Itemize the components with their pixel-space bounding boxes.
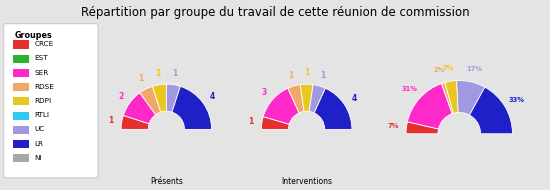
Text: 1: 1 xyxy=(108,116,113,125)
Wedge shape xyxy=(288,85,304,113)
Text: 1: 1 xyxy=(138,74,144,83)
Text: 31%: 31% xyxy=(402,86,417,93)
Text: Présents: Présents xyxy=(150,177,183,186)
Text: 1: 1 xyxy=(320,71,325,80)
Text: 1: 1 xyxy=(248,117,253,126)
FancyBboxPatch shape xyxy=(13,97,29,105)
Text: LR: LR xyxy=(35,141,43,147)
Text: 7%: 7% xyxy=(387,123,399,129)
Text: Interventions: Interventions xyxy=(281,177,332,186)
Text: EST: EST xyxy=(35,55,48,61)
Wedge shape xyxy=(263,88,299,124)
Text: 1: 1 xyxy=(155,69,160,78)
Text: UC: UC xyxy=(35,127,45,132)
Wedge shape xyxy=(300,84,313,112)
FancyBboxPatch shape xyxy=(13,69,29,77)
Text: SER: SER xyxy=(35,70,49,76)
Text: 7%: 7% xyxy=(443,65,454,71)
Wedge shape xyxy=(442,82,453,114)
Text: 1: 1 xyxy=(173,69,178,78)
FancyBboxPatch shape xyxy=(13,55,29,63)
Text: CRCE: CRCE xyxy=(35,41,54,47)
Wedge shape xyxy=(408,84,452,129)
Text: 4: 4 xyxy=(210,92,215,101)
Text: 17%: 17% xyxy=(466,66,482,72)
Wedge shape xyxy=(470,87,513,134)
Text: Groupes: Groupes xyxy=(15,31,52,40)
FancyBboxPatch shape xyxy=(4,24,98,178)
Text: 2%: 2% xyxy=(433,67,445,73)
Wedge shape xyxy=(172,86,212,129)
FancyBboxPatch shape xyxy=(13,140,29,148)
Text: NI: NI xyxy=(35,155,42,161)
FancyBboxPatch shape xyxy=(13,83,29,91)
Wedge shape xyxy=(309,85,326,113)
Wedge shape xyxy=(152,84,166,112)
Text: 33%: 33% xyxy=(509,97,525,103)
Text: RTLI: RTLI xyxy=(35,112,50,118)
Wedge shape xyxy=(261,117,289,129)
Wedge shape xyxy=(314,88,352,129)
Wedge shape xyxy=(140,86,161,115)
Wedge shape xyxy=(123,93,156,124)
Text: 1: 1 xyxy=(288,71,293,80)
Wedge shape xyxy=(121,115,149,129)
Text: RDPI: RDPI xyxy=(35,98,52,104)
FancyBboxPatch shape xyxy=(13,40,29,48)
Text: Répartition par groupe du travail de cette réunion de commission: Répartition par groupe du travail de cet… xyxy=(81,6,469,19)
Text: 1: 1 xyxy=(304,68,309,77)
Wedge shape xyxy=(406,122,438,134)
Wedge shape xyxy=(445,81,458,113)
Text: 2: 2 xyxy=(118,92,123,101)
FancyBboxPatch shape xyxy=(13,112,29,120)
FancyBboxPatch shape xyxy=(13,154,29,162)
Wedge shape xyxy=(166,84,180,112)
Text: RDSE: RDSE xyxy=(35,84,54,90)
Wedge shape xyxy=(456,81,485,115)
Text: 4: 4 xyxy=(351,94,357,103)
FancyBboxPatch shape xyxy=(13,126,29,134)
Text: 3: 3 xyxy=(261,88,267,97)
